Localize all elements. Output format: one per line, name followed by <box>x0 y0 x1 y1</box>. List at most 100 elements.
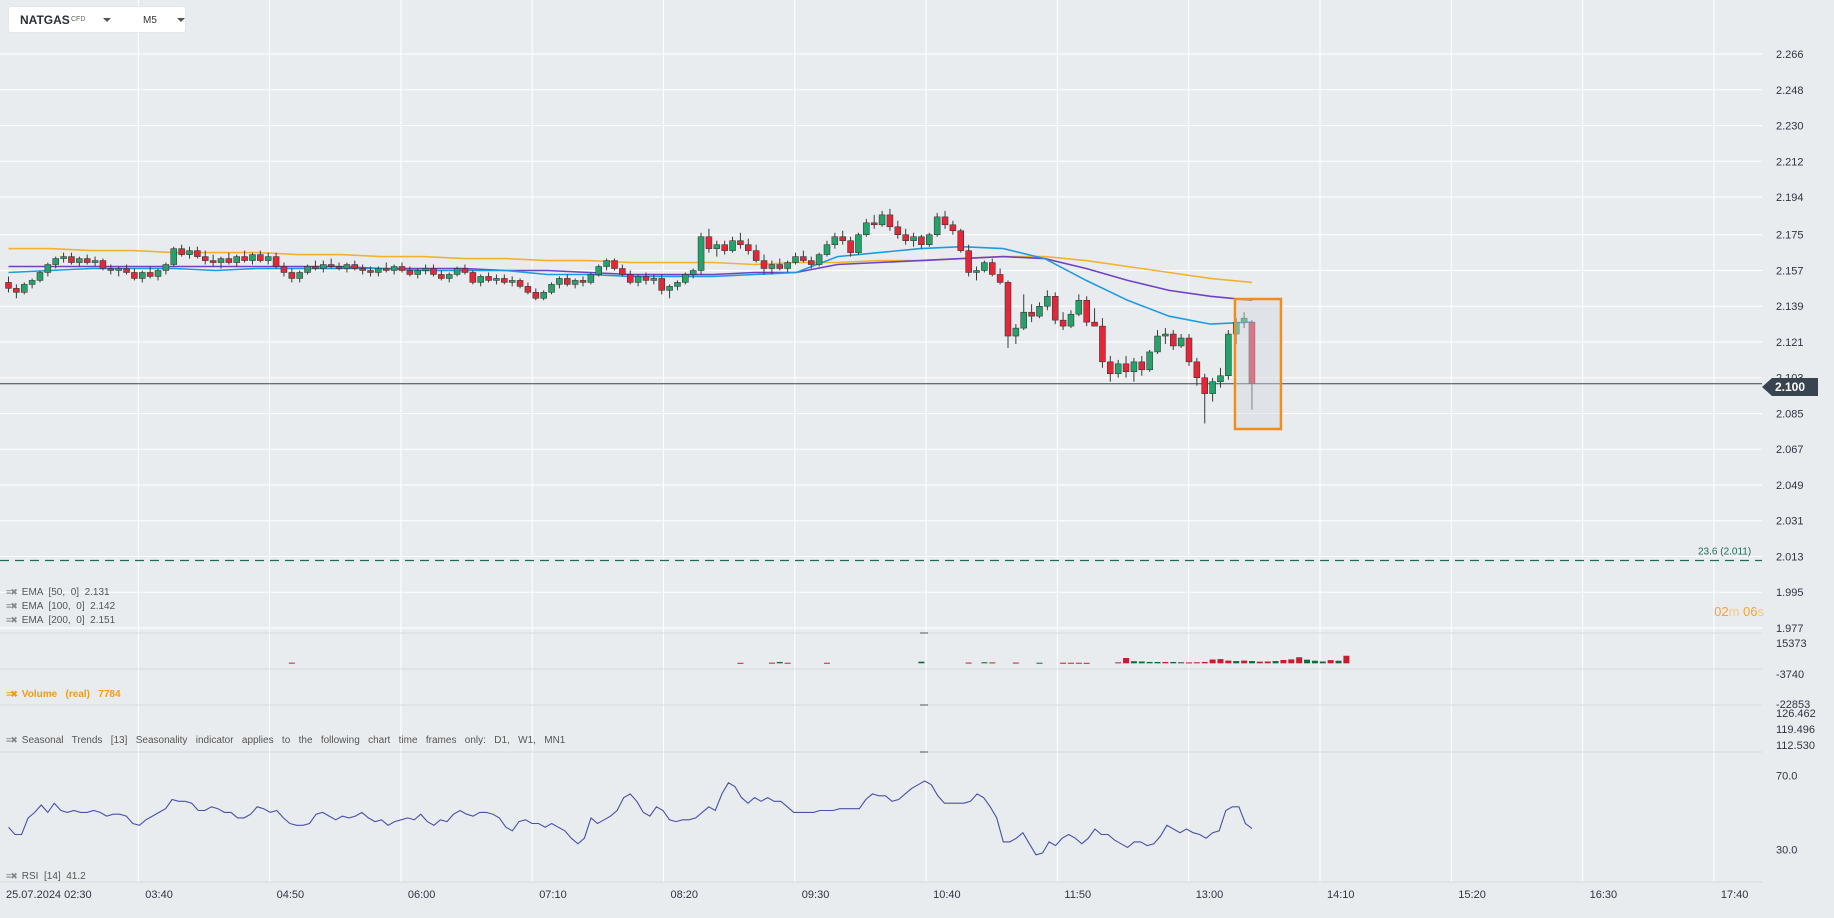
volume-bar <box>1256 661 1263 664</box>
candle-body <box>383 268 390 271</box>
candle-body <box>414 270 421 275</box>
legend-ema200[interactable]: ≡✖ EMA [200, 0] 2.151 <box>6 615 115 626</box>
candle-body <box>146 272 154 277</box>
candle-body <box>398 266 406 271</box>
volume-bar <box>1178 662 1185 664</box>
candle-body <box>855 234 862 253</box>
candle-body <box>926 234 933 245</box>
candle-body <box>225 258 233 263</box>
price-tick-label: 2.013 <box>1776 551 1804 563</box>
candle-body <box>949 224 957 232</box>
candle-body <box>1099 325 1106 363</box>
settings-close-icon[interactable]: ≡✖ <box>6 601 18 611</box>
candle-body <box>1107 361 1114 375</box>
candle-body <box>524 286 532 293</box>
symbol-selector[interactable]: NATGAS CFD M5 <box>9 7 185 32</box>
candle-body <box>548 284 555 293</box>
volume-bar <box>1067 662 1074 664</box>
candle-body <box>508 280 516 283</box>
settings-close-icon[interactable]: ≡✖ <box>6 871 18 881</box>
candle-body <box>76 258 83 263</box>
candle-body <box>1177 337 1185 347</box>
candle-body <box>60 256 67 259</box>
candle-body <box>1067 313 1075 327</box>
volume-bar <box>1162 661 1169 664</box>
candle-body <box>689 270 697 275</box>
candle-body <box>996 274 1004 283</box>
legend-seasonal[interactable]: ≡✖ Seasonal Trends [13] Seasonality indi… <box>6 735 565 746</box>
legend-ema50-text: EMA [50, 0] 2.131 <box>21 587 110 598</box>
volume-bar <box>965 662 972 664</box>
candle-body <box>272 256 280 267</box>
candle-body <box>1217 375 1224 382</box>
candle-body <box>847 240 854 253</box>
candle-body <box>626 274 634 283</box>
candle-body <box>894 226 902 235</box>
legend-rsi[interactable]: ≡✖ RSI [14] 41.2 <box>6 871 86 882</box>
volume-bar <box>1193 662 1200 664</box>
price-tick-label: 1.977 <box>1776 623 1804 635</box>
candle-body <box>800 256 807 261</box>
candle-body <box>965 250 972 273</box>
rsi-line <box>8 780 1253 856</box>
legend-volume-text: Volume (real) 7784 <box>21 689 121 700</box>
time-axis-label: 06:00 <box>408 889 436 901</box>
volume-tick-label: 15373 <box>1776 638 1807 650</box>
timeframe-label[interactable]: M5 <box>143 15 157 26</box>
settings-close-icon[interactable]: ≡✖ <box>6 735 18 745</box>
candle-body <box>99 260 107 269</box>
legend-ema50[interactable]: ≡✖ EMA [50, 0] 2.131 <box>6 587 110 598</box>
candle-body <box>430 268 437 275</box>
candle-body <box>469 272 477 283</box>
candle-body <box>713 244 721 249</box>
volume-bar <box>288 662 295 664</box>
highlight-box <box>1233 297 1283 431</box>
price-tick-label: 2.266 <box>1776 49 1804 61</box>
candle-body <box>186 250 193 255</box>
settings-close-icon[interactable]: ≡✖ <box>6 689 18 699</box>
timeframe-chevron-down-icon[interactable] <box>177 18 185 22</box>
volume-tick-label: -3740 <box>1776 669 1804 681</box>
candle-body <box>1083 300 1090 323</box>
candle-body <box>1193 361 1201 378</box>
volume-bar <box>1272 661 1279 664</box>
symbol-name: NATGAS <box>20 13 70 27</box>
legend-seasonal-text: Seasonal Trends [13] Seasonality indicat… <box>21 735 566 746</box>
candle-body <box>540 292 547 299</box>
candle-body <box>564 278 571 285</box>
candle-body <box>745 244 752 251</box>
legend-volume[interactable]: ≡✖ Volume (real) 7784 <box>6 689 121 700</box>
candle-body <box>1138 361 1146 371</box>
volume-bar <box>1217 659 1224 664</box>
candle-body <box>587 274 595 283</box>
candle-body <box>1059 319 1067 327</box>
candle-body <box>170 248 178 265</box>
time-axis-label: 14:10 <box>1327 889 1355 901</box>
rsi-tick-label: 70.0 <box>1776 770 1797 782</box>
candle-body <box>5 282 12 289</box>
candle-body <box>784 262 791 269</box>
candle-body <box>327 264 335 267</box>
settings-close-icon[interactable]: ≡✖ <box>6 587 18 597</box>
symbol-chevron-down-icon[interactable] <box>103 18 111 22</box>
candle-body <box>650 278 658 281</box>
seasonal-tick-label: 119.496 <box>1776 724 1815 736</box>
candle-body <box>1012 327 1020 337</box>
candle-body <box>343 264 351 269</box>
candle-body <box>139 272 146 279</box>
candle-body <box>839 236 846 241</box>
volume-bar <box>1075 662 1082 664</box>
candle-body <box>1122 363 1130 373</box>
candle-body <box>194 250 201 257</box>
candle-body <box>1225 333 1232 377</box>
candle-body <box>280 266 288 273</box>
settings-close-icon[interactable]: ≡✖ <box>6 615 18 625</box>
legend-ema100[interactable]: ≡✖ EMA [100, 0] 2.142 <box>6 601 115 612</box>
candle-body <box>1044 296 1051 307</box>
volume-bar <box>1036 662 1043 664</box>
candle-body <box>422 268 429 271</box>
price-tick-label: 2.085 <box>1776 408 1804 420</box>
candle-body <box>989 262 996 275</box>
seasonal-tick-label: 126.462 <box>1776 708 1816 720</box>
